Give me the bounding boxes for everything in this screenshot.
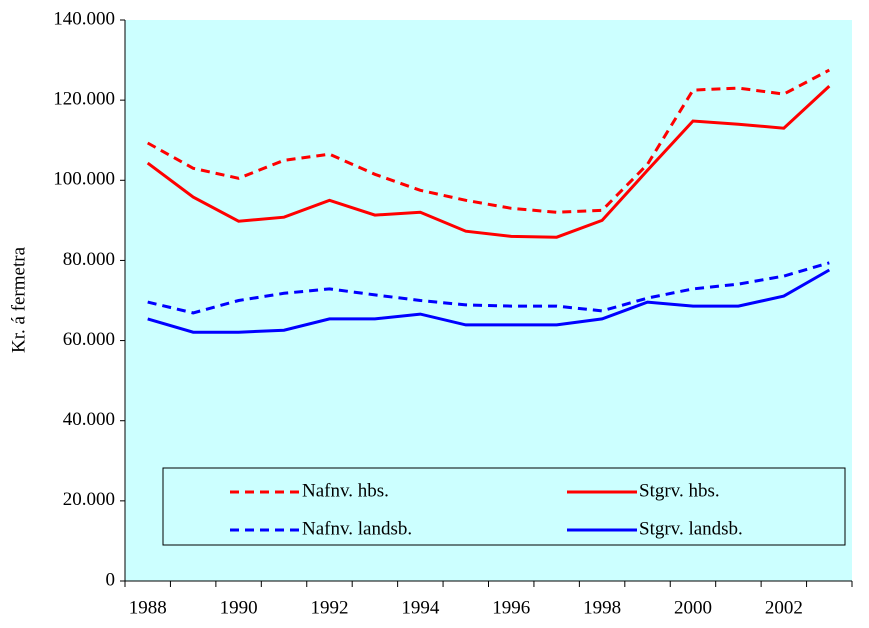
series-line (147, 268, 831, 334)
x-tick-label: 1988 (129, 597, 167, 618)
legend-box (162, 467, 846, 546)
x-tick-label: 1992 (310, 597, 348, 618)
series-line (146, 68, 830, 214)
x-tick-label: 2002 (765, 597, 803, 618)
legend-label: Stgrv. landsb. (639, 518, 743, 539)
y-tick-label: 40.000 (63, 409, 115, 430)
y-tick-label: 120.000 (53, 89, 115, 110)
y-tick-label: 0 (106, 569, 116, 590)
legend-label: Nafnv. hbs. (302, 480, 389, 501)
legend-label: Stgrv. hbs. (639, 480, 720, 501)
y-tick-label: 140.000 (53, 8, 115, 29)
y-tick-label: 80.000 (63, 249, 115, 270)
y-tick-label: 100.000 (53, 169, 115, 190)
y-axis-label: Kr. á fermetra (8, 246, 29, 353)
y-tick-label: 20.000 (63, 489, 115, 510)
series-line (147, 261, 830, 315)
x-tick-label: 1990 (220, 597, 258, 618)
x-tick-label: 1998 (583, 597, 621, 618)
x-tick-label: 1996 (492, 597, 530, 618)
y-tick-label: 60.000 (63, 329, 115, 350)
x-tick-label: 1994 (401, 597, 440, 618)
legend-label: Nafnv. landsb. (302, 518, 412, 539)
x-tick-label: 2000 (674, 597, 712, 618)
series-line (146, 84, 831, 239)
